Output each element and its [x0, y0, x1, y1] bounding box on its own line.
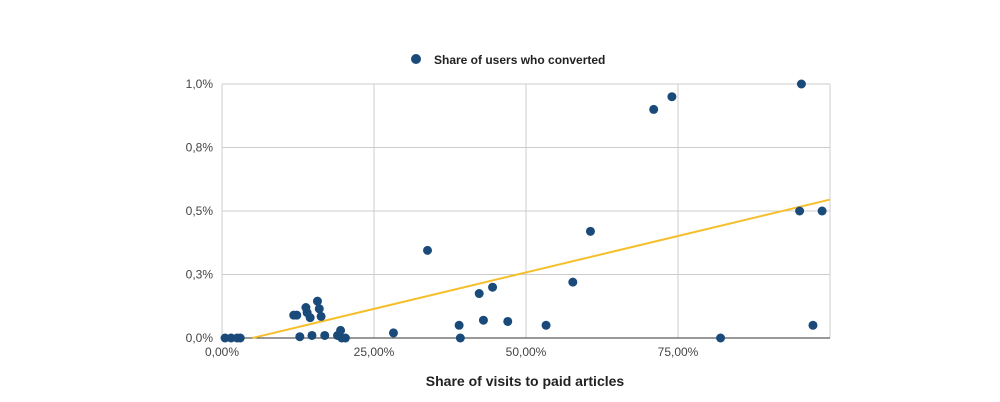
data-point	[541, 320, 551, 330]
x-tick-label: 75,00%	[658, 345, 699, 359]
data-point	[817, 206, 827, 216]
x-axis-title: Share of visits to paid articles	[426, 373, 625, 389]
data-point	[292, 310, 302, 320]
data-point	[478, 315, 488, 325]
x-tick-label: 0,00%	[205, 345, 239, 359]
data-point	[796, 79, 806, 89]
y-tick-labels: 0,0% 0,3% 0,5% 0,8% 1,0%	[186, 77, 214, 345]
y-tick-label: 1,0%	[186, 77, 214, 91]
data-point	[585, 226, 595, 236]
data-point	[503, 316, 513, 326]
data-point	[454, 320, 464, 330]
data-point	[474, 289, 484, 299]
data-point	[808, 320, 818, 330]
y-tick-label: 0,0%	[186, 331, 214, 345]
y-tick-label: 0,8%	[186, 141, 214, 155]
trendline	[252, 198, 831, 339]
data-point	[388, 328, 398, 338]
legend-label: Share of users who converted	[434, 53, 605, 67]
y-tick-label: 0,3%	[186, 268, 214, 282]
data-point	[795, 206, 805, 216]
legend-marker	[411, 54, 421, 64]
data-point	[307, 330, 317, 340]
data-point	[667, 92, 677, 102]
data-point	[316, 311, 326, 321]
data-point	[305, 313, 315, 323]
data-point	[716, 333, 726, 343]
x-tick-label: 50,00%	[506, 345, 547, 359]
gridlines	[221, 83, 831, 339]
data-point	[320, 330, 330, 340]
x-tick-labels: 0,00% 25,00% 50,00% 75,00%	[205, 345, 699, 359]
data-point	[649, 104, 659, 114]
data-point	[314, 304, 324, 314]
data-point	[235, 333, 245, 343]
data-point	[488, 282, 498, 292]
data-point	[312, 296, 322, 306]
data-point	[295, 332, 305, 342]
data-point	[455, 333, 465, 343]
legend: Share of users who converted	[411, 53, 605, 67]
data-point	[336, 325, 346, 335]
x-tick-label: 25,00%	[354, 345, 395, 359]
data-point	[340, 333, 350, 343]
data-points	[220, 79, 827, 343]
data-point	[568, 277, 578, 287]
y-tick-label: 0,5%	[186, 204, 214, 218]
data-point	[423, 245, 433, 255]
